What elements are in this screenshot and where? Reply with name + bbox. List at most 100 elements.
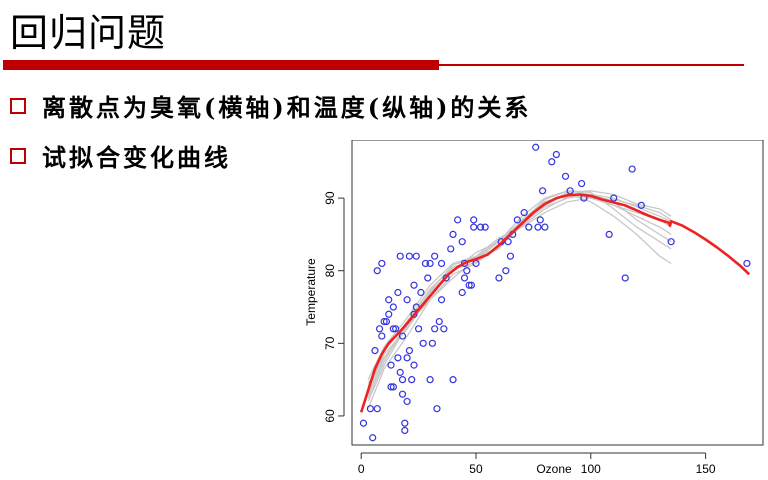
data-point [405,252,414,260]
x-axis-label: Ozone [536,462,572,476]
data-point [378,332,386,340]
data-point [621,274,629,282]
data-point [541,223,549,231]
y-tick-label: 90 [323,191,337,205]
data-point [470,216,478,224]
data-point [437,296,446,304]
data-point [426,259,434,268]
data-point [743,259,751,268]
data-point [449,230,457,239]
y-tick-label: 80 [323,264,337,278]
square-bullet-icon [10,147,26,164]
data-point [412,252,420,260]
data-point [440,325,448,333]
data-point [396,368,404,376]
data-point [398,390,407,398]
data-point [467,281,475,289]
data-point [470,223,478,231]
data-point [605,230,613,239]
y-axis-label: Temperature [304,258,318,326]
data-point [385,310,393,318]
plot-frame [351,140,764,446]
data-point [454,216,462,224]
bullet-item: 试拟合变化曲线 [10,138,231,173]
data-point [387,361,395,369]
data-point [502,267,510,275]
data-point [552,150,560,159]
data-point [447,245,455,253]
data-point [394,354,402,362]
data-point [414,325,423,333]
data-point [538,187,547,195]
data-point [532,143,540,151]
data-point [410,361,418,369]
data-point [637,201,645,209]
x-tick-label: 50 [469,462,483,476]
data-point [405,346,414,355]
data-point [403,354,411,362]
data-point [403,296,411,304]
data-point [359,419,368,427]
data-point [369,434,377,442]
data-point [424,274,432,282]
bootstrap-curve [367,190,672,391]
data-point [389,325,397,333]
data-point [421,259,430,268]
data-point [419,339,427,347]
data-point [385,296,393,304]
y-tick-label: 60 [323,409,337,423]
data-point [373,405,381,413]
scatter-plot: 0 50 100 150 60 70 80 90 Ozone Temperature [304,140,764,476]
data-point [435,317,443,326]
x-tick-label: 0 [358,462,365,476]
data-point [437,259,446,268]
data-point [378,259,386,268]
data-point [449,376,457,384]
data-point [410,281,418,289]
bullet-text: 离散点为臭氧(横轴)和温度(纵轴)的关系 [42,93,532,122]
data-point [431,252,439,260]
data-point [667,238,675,246]
data-point [398,376,407,384]
data-point [417,288,425,297]
data-point [375,325,384,333]
data-point [460,274,469,282]
data-point [408,376,416,384]
data-point [495,274,503,282]
data-point [366,405,374,413]
slide-title: 回归问题 [10,11,167,55]
x-tick-label: 100 [581,462,601,476]
data-point [465,281,473,289]
data-point [481,223,489,231]
y-tick-label: 70 [323,336,337,350]
data-point [394,288,402,297]
data-point [373,267,381,275]
data-point [520,209,528,217]
data-point [389,383,397,391]
square-bullet-icon [10,97,26,114]
data-point [431,325,439,333]
bullet-item: 离散点为臭氧(横轴)和温度(纵轴)的关系 [10,88,531,123]
x-tick-label: 150 [696,462,716,476]
data-point [401,426,409,435]
data-point [401,419,409,427]
data-point [426,376,434,384]
data-point [463,267,471,275]
data-point [525,223,533,231]
data-point [398,332,407,340]
data-point [458,288,466,297]
title-underline-thin [439,64,744,66]
data-point [371,346,379,355]
data-point [504,238,512,246]
data-point [548,158,556,166]
title-underline-bar [3,60,439,70]
data-point [410,310,418,318]
data-point [392,325,400,333]
data-point [610,194,618,202]
data-point [506,252,515,260]
data-point [628,165,636,173]
data-point [433,405,441,413]
data-point [534,223,542,231]
data-point [380,317,388,326]
data-point [561,172,570,180]
